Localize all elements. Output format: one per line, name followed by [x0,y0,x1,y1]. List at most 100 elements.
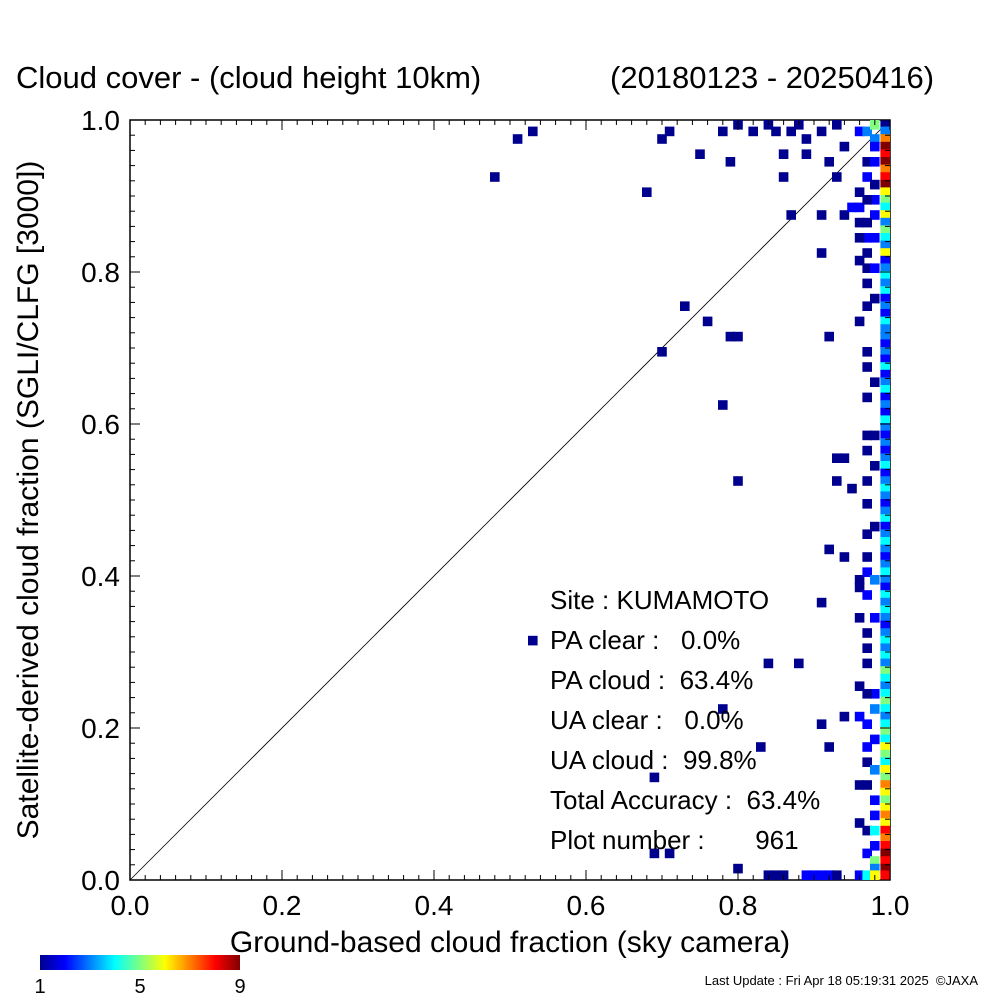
heatmap-cell [649,848,660,859]
heatmap-cell [880,818,890,828]
heatmap-cell [880,848,890,859]
heatmap-cell [748,126,758,137]
heatmap-cell [870,765,880,775]
heatmap-cell [862,476,872,486]
heatmap-cell [854,202,865,213]
heatmap-cell [816,597,827,608]
heatmap-cell [880,120,890,130]
heatmap-cell [870,233,880,243]
heatmap-cell [854,126,865,137]
heatmap-cell [862,347,872,357]
last-update-text: Last Update : Fri Apr 18 05:19:31 2025 ©… [705,973,979,988]
heatmap-cell [880,354,890,365]
heatmap-cell [801,149,812,159]
heatmap-cell [880,324,890,334]
heatmap-cell [854,613,865,623]
x-axis: 0.0 0.2 0.4 0.6 0.8 1.0 [111,890,910,921]
x-tick-label: 0.0 [111,890,150,921]
heatmap-cell [862,301,872,311]
heatmap-cell [854,818,865,828]
heatmap-cell [880,438,890,448]
heatmap-cell [880,757,890,767]
heatmap-cell [870,613,880,623]
heatmap-cell [880,347,890,357]
heatmap-cell [870,841,880,851]
heatmap-cell [847,202,857,213]
heatmap-cell [880,628,890,638]
heatmap-cell [870,521,880,532]
heatmap-cell [816,248,827,258]
heatmap-cell [854,217,865,228]
heatmap-cell [870,863,880,874]
heatmap-cell [832,172,842,182]
heatmap-cell [880,742,890,752]
heatmap-cell [880,164,890,175]
heatmap-cell [854,681,865,691]
one-to-one-line [129,119,891,881]
heatmap-cell [880,841,890,851]
heatmap-cell [880,856,890,866]
heatmap-cell [794,658,804,669]
heatmap-cell [664,848,675,859]
stat-site: Site : KUMAMOTO [550,585,769,615]
heatmap-cell [880,491,890,501]
heatmap-cell [880,293,890,304]
y-tick-label: 0.2 [81,713,120,744]
heatmap-cell [862,628,872,638]
heatmap-cell [839,711,850,722]
heatmap-cell [862,719,872,729]
heatmap-cell [771,870,781,880]
heatmap-cell [880,749,890,760]
heatmap-cell [862,248,872,258]
heatmap-cell [725,157,736,167]
heatmap-cell [880,575,890,585]
heatmap-cell [824,742,834,752]
heatmap-cell [880,689,890,699]
heatmap-cell [862,233,872,243]
heatmap-cell [862,499,872,509]
colorbar-max-label: 9 [234,976,245,998]
heatmap-cell [880,179,890,190]
heatmap-cell [880,810,890,821]
heatmap-cell [854,233,865,243]
heatmap-cell [862,529,872,539]
heatmap-cell [870,377,880,387]
heatmap-cell [880,377,890,387]
heatmap-cell [695,149,705,159]
heatmap-cell [824,544,834,555]
heatmap-cell [870,293,880,304]
heatmap-cell [880,316,890,327]
colorbar-min-label: 1 [34,976,45,998]
heatmap-cell [880,643,890,653]
heatmap-cell [816,870,827,880]
heatmap-cell [862,780,872,790]
heatmap-cell [862,362,872,372]
heatmap-cell [854,255,865,266]
heatmap-cell [880,233,890,243]
x-tick-label: 0.8 [719,890,758,921]
heatmap-cell [880,803,890,813]
x-tick-label: 0.6 [567,890,606,921]
heatmap-cell [880,217,890,228]
heatmap-cell [870,157,880,167]
heatmap-cell [880,734,890,745]
heatmap-cell [880,825,890,836]
heatmap-cell [870,179,880,190]
heatmap-cell [832,870,842,880]
heatmap-cell [880,385,890,395]
heatmap-cell [512,134,523,144]
x-tick-label: 1.0 [871,890,910,921]
heatmap-cell [862,126,872,137]
heatmap-cell [880,544,890,555]
heatmap-cell [778,149,789,159]
heatmap-cell [870,825,880,836]
heatmap-cell [862,172,872,182]
heatmap-cell [880,149,890,159]
heatmap-cell [801,870,812,880]
heatmap-cell [880,248,890,258]
heatmap-cell [880,506,890,517]
heatmap-cell [733,863,743,874]
heatmap-cell [862,689,872,699]
heatmap-cell [880,582,890,593]
